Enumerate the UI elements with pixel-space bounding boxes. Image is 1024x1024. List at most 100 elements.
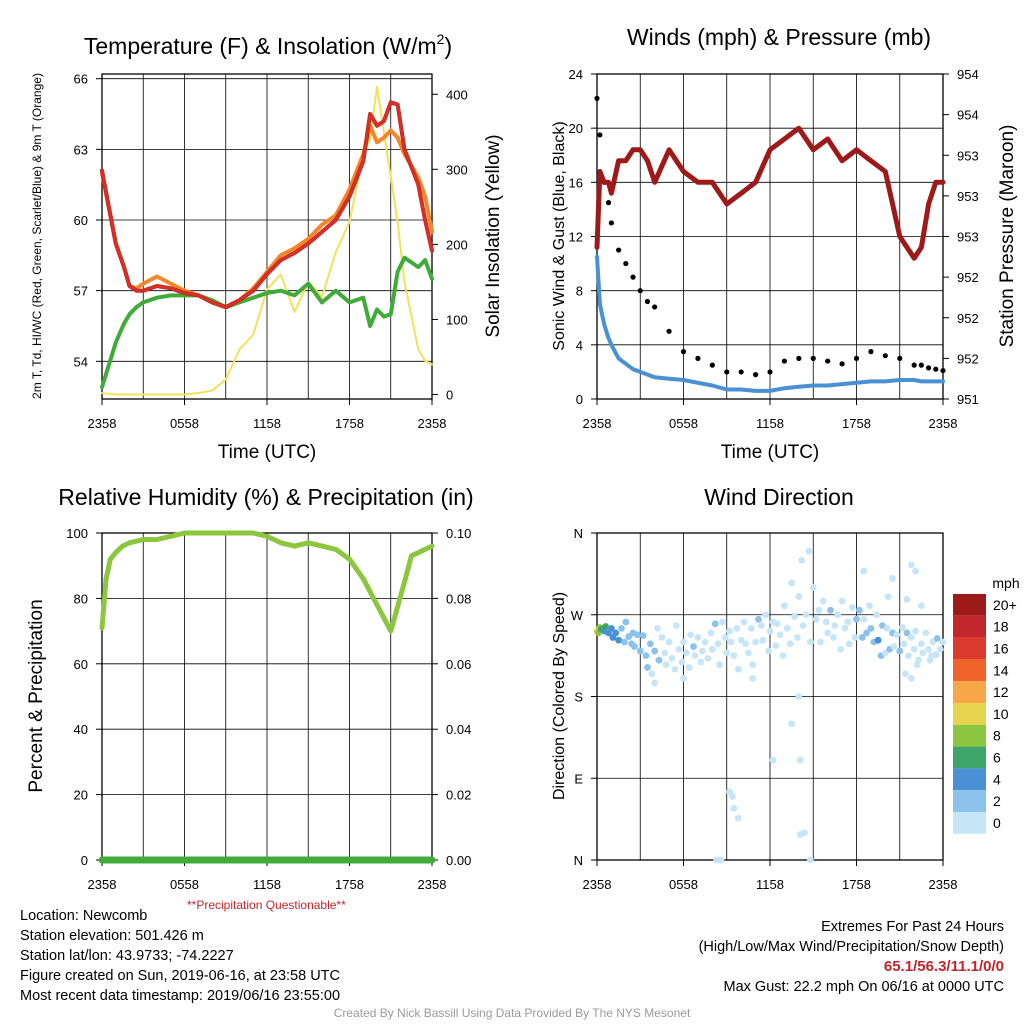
- direction-point: [783, 624, 791, 632]
- direction-point: [779, 652, 787, 660]
- direction-point: [853, 615, 860, 623]
- direction-point: [848, 604, 856, 611]
- recent-data-text: Most recent data timestamp: 2019/06/16 2…: [20, 988, 341, 1004]
- y2-tick-label: 952: [957, 311, 979, 326]
- direction-point: [680, 674, 687, 682]
- colorbar-label: 6: [993, 750, 1001, 766]
- y-tick-label: 40: [74, 722, 88, 737]
- y2-tick-label: 0.00: [446, 853, 471, 868]
- humidity-title: Relative Humidity (%) & Precipitation (i…: [58, 484, 473, 510]
- direction-point: [933, 634, 941, 642]
- y2-tick-label: 0.04: [446, 722, 471, 737]
- direction-point: [734, 814, 742, 822]
- direction-point: [654, 624, 661, 632]
- direction-point: [812, 615, 820, 623]
- y-tick-label: 63: [74, 142, 88, 157]
- extremes-subtitle: (High/Low/Max Wind/Precipitation/Snow De…: [698, 939, 1004, 955]
- direction-point: [615, 636, 623, 644]
- direction-point: [802, 611, 810, 619]
- direction-point: [765, 647, 772, 655]
- y-tick-label: 0: [576, 392, 583, 407]
- x-tick-label: 0558: [170, 416, 199, 431]
- created-text: Figure created on Sun, 2019-06-16, at 23…: [20, 968, 340, 984]
- x-axis-label: Time (UTC): [721, 442, 820, 463]
- series-line-td: [100, 255, 434, 390]
- y2-tick-label: 0.08: [446, 591, 471, 606]
- colorbar-label: 4: [993, 771, 1001, 787]
- direction-point: [874, 636, 882, 644]
- direction-point: [917, 640, 925, 648]
- colorbar-swatch: [953, 790, 986, 812]
- direction-point: [661, 649, 669, 657]
- x-tick-label: 0558: [170, 877, 199, 892]
- direction-point: [697, 658, 705, 666]
- x-tick-label: 2358: [929, 877, 958, 892]
- colorbar-label: 8: [993, 728, 1001, 744]
- direction-point: [701, 638, 709, 646]
- y2-axis-label: Solar Insolation (Yellow): [483, 134, 504, 337]
- direction-point: [633, 631, 641, 639]
- direction-point: [618, 624, 625, 632]
- extremes-box: Extremes For Past 24 Hours (High/Low/Max…: [699, 917, 1004, 997]
- direction-point: [757, 622, 765, 630]
- direction-point: [910, 645, 918, 653]
- direction-point: [822, 618, 830, 626]
- direction-point: [658, 634, 666, 641]
- series-line-sonic-wind: [595, 254, 945, 393]
- direction-point: [851, 634, 859, 641]
- direction-point: [838, 597, 846, 605]
- gust-point: [940, 367, 946, 374]
- direction-point: [841, 624, 849, 632]
- speed-colorbar: mph 20+ 18 16 14 12 10 8 6 4 2 0: [953, 575, 1020, 834]
- direction-point: [809, 584, 817, 591]
- y2-tick-label: 952: [957, 270, 979, 285]
- gust-point: [637, 288, 643, 294]
- direction-point: [815, 606, 823, 614]
- x-tick-label: 0558: [669, 877, 698, 892]
- direction-point: [639, 632, 647, 640]
- direction-point: [796, 831, 804, 838]
- humidity-panel: Relative Humidity (%) & Precipitation (i…: [26, 484, 474, 892]
- y-tick-label: S: [574, 690, 583, 705]
- plot-frame: [596, 532, 944, 861]
- direction-point: [902, 670, 909, 678]
- winds-panel: Winds (mph) & Pressure (mb) 0 4 8 12 16 20 24 9…: [551, 24, 1018, 463]
- direction-point: [858, 634, 866, 641]
- colorbar-swatch: [953, 659, 986, 682]
- direction-point: [762, 611, 770, 619]
- colorbar-swatch: [953, 615, 986, 638]
- direction-point: [755, 615, 762, 623]
- direction-point: [690, 643, 697, 650]
- direction-point: [827, 606, 834, 614]
- y2-tick-label: 200: [446, 237, 468, 252]
- x-axis-label: Time (UTC): [218, 442, 317, 463]
- direction-point: [749, 674, 757, 682]
- gust-point: [644, 298, 651, 305]
- direction-point: [873, 611, 881, 619]
- direction-point: [708, 645, 716, 653]
- direction-point: [622, 618, 630, 626]
- direction-point: [806, 638, 814, 646]
- y-tick-label: 8: [576, 284, 583, 299]
- colorbar-swatch: [953, 724, 986, 747]
- direction-point: [830, 634, 837, 641]
- gust-point: [666, 328, 672, 334]
- direction-point: [665, 638, 673, 646]
- direction-point: [682, 649, 690, 657]
- direction-point: [694, 634, 702, 641]
- colorbar-swatch: [953, 703, 986, 725]
- direction-point: [662, 661, 670, 669]
- direction-point: [678, 658, 686, 666]
- direction-point: [612, 629, 620, 637]
- elevation-text: Station elevation: 501.426 m: [20, 928, 204, 944]
- direction-point: [719, 618, 726, 626]
- gust-point: [839, 361, 845, 367]
- direction-point: [799, 622, 807, 630]
- direction-point: [860, 567, 868, 575]
- latlon-text: Station lat/lon: 43.9733; -74.2227: [20, 948, 234, 964]
- gust-point: [767, 369, 773, 375]
- direction-point: [796, 756, 804, 764]
- direction-point: [631, 643, 638, 650]
- direction-point: [642, 652, 650, 660]
- direction-point: [805, 547, 813, 555]
